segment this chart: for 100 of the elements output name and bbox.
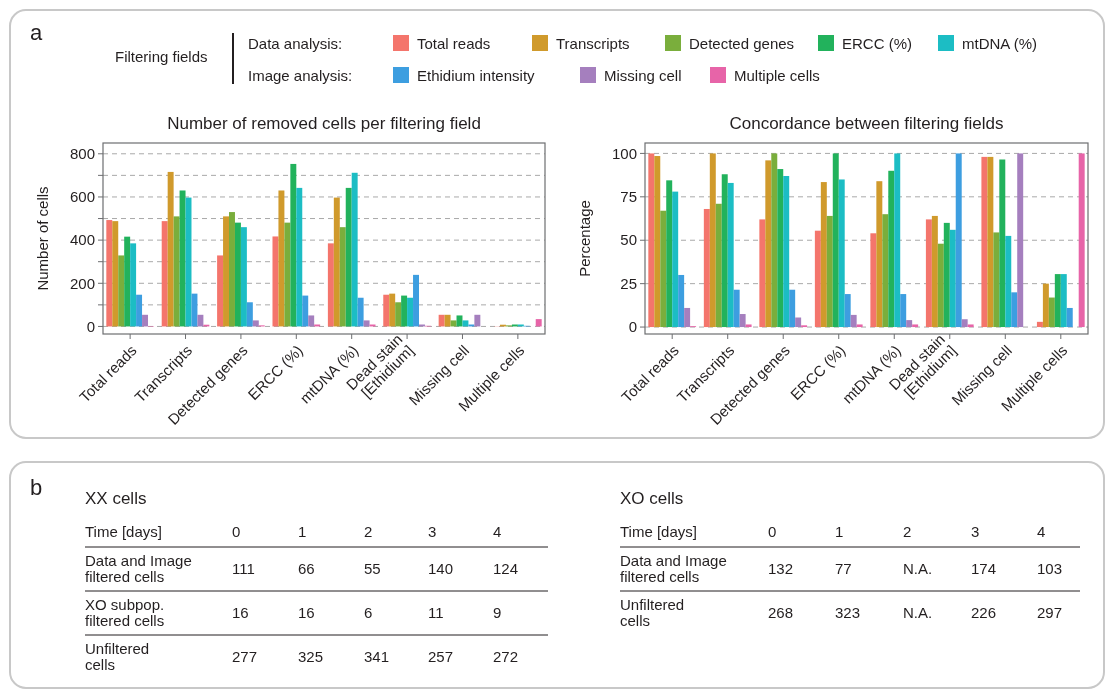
- bar: [844, 294, 851, 328]
- bar: [795, 317, 802, 328]
- bar: [161, 221, 168, 327]
- bar: [407, 297, 414, 327]
- y-tick-label: 100: [611, 144, 637, 162]
- bar: [925, 219, 932, 328]
- data-label: 140: [428, 560, 454, 578]
- bar: [124, 236, 131, 327]
- y-tick-label: 800: [69, 145, 95, 163]
- bar: [727, 182, 734, 328]
- data-label: 268: [768, 604, 794, 622]
- bar: [223, 216, 230, 327]
- bar: [339, 227, 346, 327]
- bar: [351, 172, 358, 327]
- bar: [327, 243, 334, 327]
- x-axis-title: Time [days]: [620, 523, 697, 541]
- legend-label: Multiple cells: [734, 67, 820, 85]
- bar: [142, 314, 148, 327]
- bar: [826, 215, 833, 328]
- text: N.A.: [903, 604, 933, 622]
- bar: [981, 156, 988, 328]
- bar: [179, 190, 186, 327]
- data-label: 277: [232, 648, 258, 666]
- bar: [191, 293, 198, 327]
- data-label: 55: [364, 560, 381, 578]
- bar: [882, 214, 889, 328]
- x-tick-label: 2: [903, 523, 912, 541]
- y-tick-label: Data and Image filtered cells: [620, 552, 727, 586]
- bar: [832, 153, 839, 328]
- text: N.A.: [903, 560, 933, 578]
- bar: [444, 314, 451, 327]
- bar: [217, 255, 224, 327]
- bar: [383, 294, 390, 327]
- bar: [450, 320, 457, 327]
- bar: [333, 197, 340, 327]
- legend-title: Filtering fields: [115, 48, 208, 65]
- data-label: 124: [493, 560, 519, 578]
- chart-title: XO cells: [620, 489, 684, 508]
- bar: [363, 320, 370, 327]
- legend-label: Ethidium intensity: [417, 67, 536, 85]
- bar: [278, 190, 285, 327]
- x-tick-label: 4: [493, 523, 502, 541]
- legend-label: Missing cell: [604, 67, 682, 85]
- legend-label: Transcripts: [556, 35, 630, 53]
- bar: [660, 210, 667, 328]
- bar: [906, 320, 913, 328]
- bar: [252, 320, 259, 327]
- x-tick-label: 3: [428, 523, 437, 541]
- data-label: 9: [493, 604, 502, 622]
- bar: [955, 153, 962, 328]
- bar: [684, 307, 691, 328]
- bar: [345, 187, 352, 327]
- bar: [1048, 297, 1055, 328]
- bar: [654, 156, 661, 328]
- data-label: 272: [493, 648, 519, 666]
- x-tick-label: 2: [364, 523, 373, 541]
- x-tick-label: 3: [971, 523, 980, 541]
- bar: [715, 203, 722, 328]
- bar: [943, 222, 950, 328]
- bar: [173, 216, 180, 327]
- text: Image analysis:: [248, 67, 353, 84]
- bar: [703, 208, 710, 328]
- y-axis-title: Percentage: [576, 200, 593, 277]
- bar: [240, 227, 247, 327]
- bar: [870, 233, 877, 328]
- bar: [678, 274, 685, 328]
- bar: [888, 170, 895, 328]
- chart-title: Concordance between filtering fields: [729, 114, 1004, 133]
- bar: [777, 169, 784, 328]
- bar: [1005, 235, 1012, 328]
- bar: [856, 324, 863, 328]
- text: b: [30, 475, 43, 500]
- data-label: 16: [232, 604, 249, 622]
- bar: [838, 179, 845, 328]
- data-label: 323: [835, 604, 861, 622]
- y-tick-label: 200: [69, 274, 95, 292]
- bar: [672, 191, 679, 328]
- legend-label: Detected genes: [689, 35, 795, 53]
- bar: [413, 274, 419, 327]
- x-tick-label: 1: [835, 523, 844, 541]
- bar: [462, 320, 469, 327]
- data-label: 16: [298, 604, 315, 622]
- chart-title: XX cells: [85, 489, 147, 508]
- text: a: [30, 20, 43, 45]
- bar: [648, 153, 655, 328]
- bar: [106, 220, 113, 327]
- bar: [246, 302, 253, 327]
- data-label: 325: [298, 648, 324, 666]
- bar: [1017, 153, 1024, 328]
- y-tick-label: 400: [69, 231, 95, 249]
- bar: [993, 232, 1000, 328]
- x-axis-title: Time [days]: [85, 523, 162, 541]
- bar: [733, 289, 740, 328]
- bar: [395, 302, 402, 327]
- data-label: 6: [364, 604, 373, 622]
- x-tick-label: 0: [768, 523, 777, 541]
- bar: [272, 236, 279, 327]
- data-label: 111: [232, 560, 255, 578]
- bar: [666, 180, 673, 328]
- data-label: 66: [298, 560, 315, 578]
